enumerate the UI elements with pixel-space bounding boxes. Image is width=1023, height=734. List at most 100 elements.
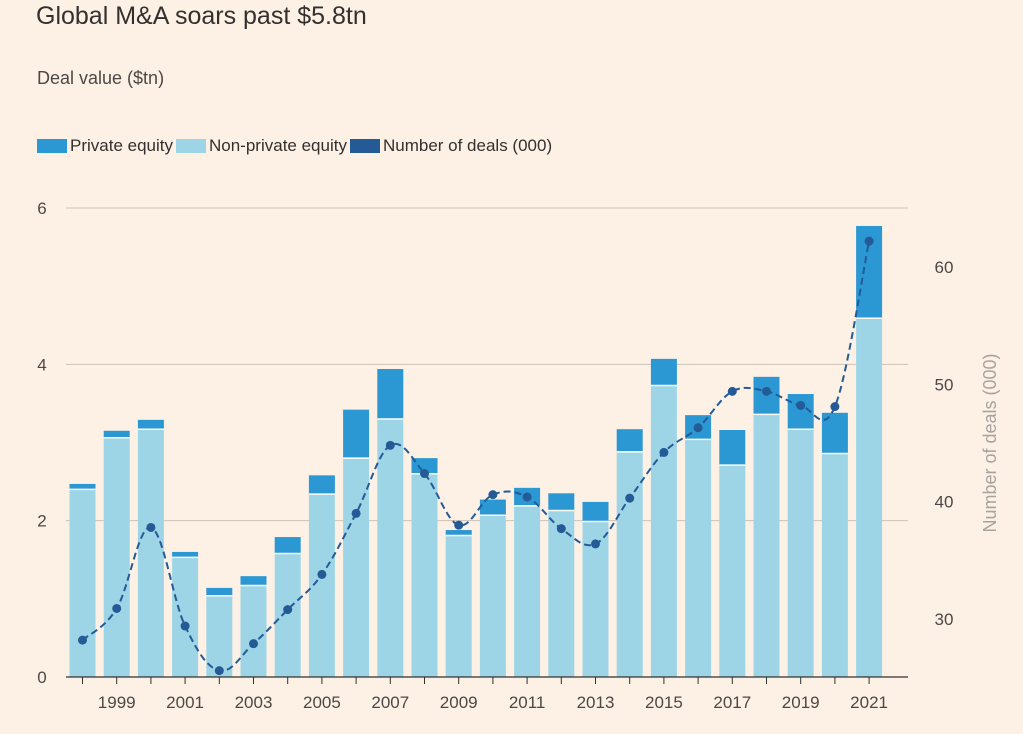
y-left-tick-label-6: 6: [37, 199, 46, 218]
bar-private-equity-2000: [137, 419, 164, 430]
bar-private-equity-2014: [616, 429, 643, 452]
deals-line: [78, 236, 874, 676]
deals-point-2011: [522, 492, 532, 502]
deals-point-1998: [78, 635, 87, 645]
bar-non-private-equity-2004: [274, 553, 301, 677]
x-tick-label-2021: 2021: [850, 693, 888, 712]
bar-private-equity-2010: [479, 499, 506, 516]
deals-point-2021: [864, 236, 874, 246]
x-tick-label-2015: 2015: [645, 693, 683, 712]
x-tick-label-2017: 2017: [713, 693, 751, 712]
bar-non-private-equity-2014: [616, 451, 643, 677]
deals-point-2012: [556, 524, 566, 534]
x-tick-label-2011: 2011: [509, 693, 546, 712]
deals-point-2002: [214, 666, 224, 676]
bar-private-equity-1999: [103, 430, 130, 438]
y-right-tick-label-50: 50: [935, 375, 954, 394]
legend-label-private-equity: Private equity: [70, 136, 173, 155]
x-tick-label-2003: 2003: [235, 693, 273, 712]
bar-private-equity-2003: [240, 576, 267, 586]
deals-point-2016: [693, 423, 703, 433]
deals-point-2001: [180, 621, 190, 631]
deals-point-2003: [249, 639, 258, 649]
bar-non-private-equity-2010: [479, 515, 506, 677]
legend-label-number-of-deals: Number of deals (000): [382, 136, 553, 155]
deals-point-2015: [659, 447, 669, 457]
bar-private-equity-2012: [548, 493, 575, 511]
x-tick-label-2013: 2013: [577, 693, 615, 712]
deals-line-path: [81, 240, 871, 672]
y-right-tick-label-60: 60: [935, 258, 954, 277]
deals-point-2000: [146, 522, 156, 532]
deals-point-2009: [454, 520, 464, 530]
bar-private-equity-2001: [172, 551, 199, 558]
chart-title: Global M&A soars past $5.8tn: [36, 2, 367, 30]
y-left-tick-label-2: 2: [37, 512, 46, 531]
bar-non-private-equity-2011: [514, 505, 541, 677]
deals-point-1999: [112, 603, 122, 613]
bar-non-private-equity-2015: [650, 385, 677, 677]
bar-private-equity-2013: [582, 501, 609, 522]
bar-non-private-equity-2017: [719, 465, 746, 677]
bar-non-private-equity-2012: [548, 510, 575, 677]
bar-private-equity-2007: [377, 369, 404, 420]
gridlines: [66, 207, 908, 522]
bar-private-equity-2008: [411, 458, 438, 474]
bar-private-equity-2002: [206, 587, 233, 596]
legend-item-non-private-equity: Non-private equity: [176, 136, 347, 156]
bar-non-private-equity-2008: [411, 473, 438, 677]
bar-non-private-equity-2001: [172, 557, 199, 677]
bar-non-private-equity-2016: [685, 439, 712, 677]
deals-point-2020: [830, 402, 840, 412]
bar-non-private-equity-2006: [343, 458, 370, 677]
legend: Private equity Non-private equity Number…: [37, 136, 555, 156]
legend-item-private-equity: Private equity: [37, 136, 173, 156]
bar-non-private-equity-1999: [103, 437, 130, 677]
x-tick-label-2007: 2007: [371, 693, 409, 712]
x-tick-label-2001: 2001: [166, 693, 204, 712]
deals-point-2006: [351, 508, 361, 518]
deals-point-2017: [727, 386, 737, 396]
legend-swatch-private-equity: [37, 139, 67, 153]
bar-non-private-equity-2002: [206, 595, 233, 677]
bar-non-private-equity-2020: [821, 453, 848, 677]
bar-non-private-equity-2021: [856, 318, 883, 677]
deals-point-2018: [762, 386, 771, 396]
deals-point-2014: [625, 493, 635, 503]
deals-point-2008: [420, 469, 429, 479]
legend-label-non-private-equity: Non-private equity: [209, 136, 347, 155]
bar-non-private-equity-2007: [377, 419, 404, 677]
bar-private-equity-2015: [650, 358, 677, 386]
y-left-tick-label-4: 4: [37, 355, 46, 374]
bar-non-private-equity-2009: [445, 535, 472, 677]
deals-point-2005: [317, 569, 327, 579]
x-tick-label-2019: 2019: [782, 693, 820, 712]
y-right-tick-label-30: 30: [935, 610, 954, 629]
deals-point-2010: [488, 490, 498, 500]
x-tick-label-2005: 2005: [303, 693, 341, 712]
bar-non-private-equity-2019: [787, 429, 814, 677]
deals-point-2013: [591, 539, 600, 549]
deals-point-2007: [385, 440, 395, 450]
legend-swatch-non-private-equity: [176, 139, 206, 153]
legend-item-number-of-deals: Number of deals (000): [349, 136, 553, 156]
bars: [69, 225, 883, 677]
y-right-tick-label-40: 40: [935, 493, 954, 512]
bar-private-equity-2009: [445, 530, 472, 536]
bar-private-equity-2005: [308, 475, 335, 495]
bar-non-private-equity-2003: [240, 585, 267, 677]
bar-non-private-equity-2018: [753, 414, 780, 677]
x-tick-label-2009: 2009: [440, 693, 478, 712]
bar-non-private-equity-2000: [137, 429, 164, 677]
legend-swatch-number-of-deals: [349, 139, 380, 153]
bar-private-equity-2006: [343, 409, 370, 459]
y-right-axis-title: Number of deals (000): [980, 353, 1000, 532]
y-left-tick-label-0: 0: [37, 668, 46, 687]
axes: 0 2 4 6 30 40 50 60 Number of deals (000) 1999 200…: [37, 199, 1000, 712]
deals-point-2019: [796, 400, 806, 410]
bar-private-equity-2004: [274, 537, 301, 554]
bar-private-equity-2017: [719, 429, 746, 466]
deals-point-2004: [283, 605, 293, 615]
